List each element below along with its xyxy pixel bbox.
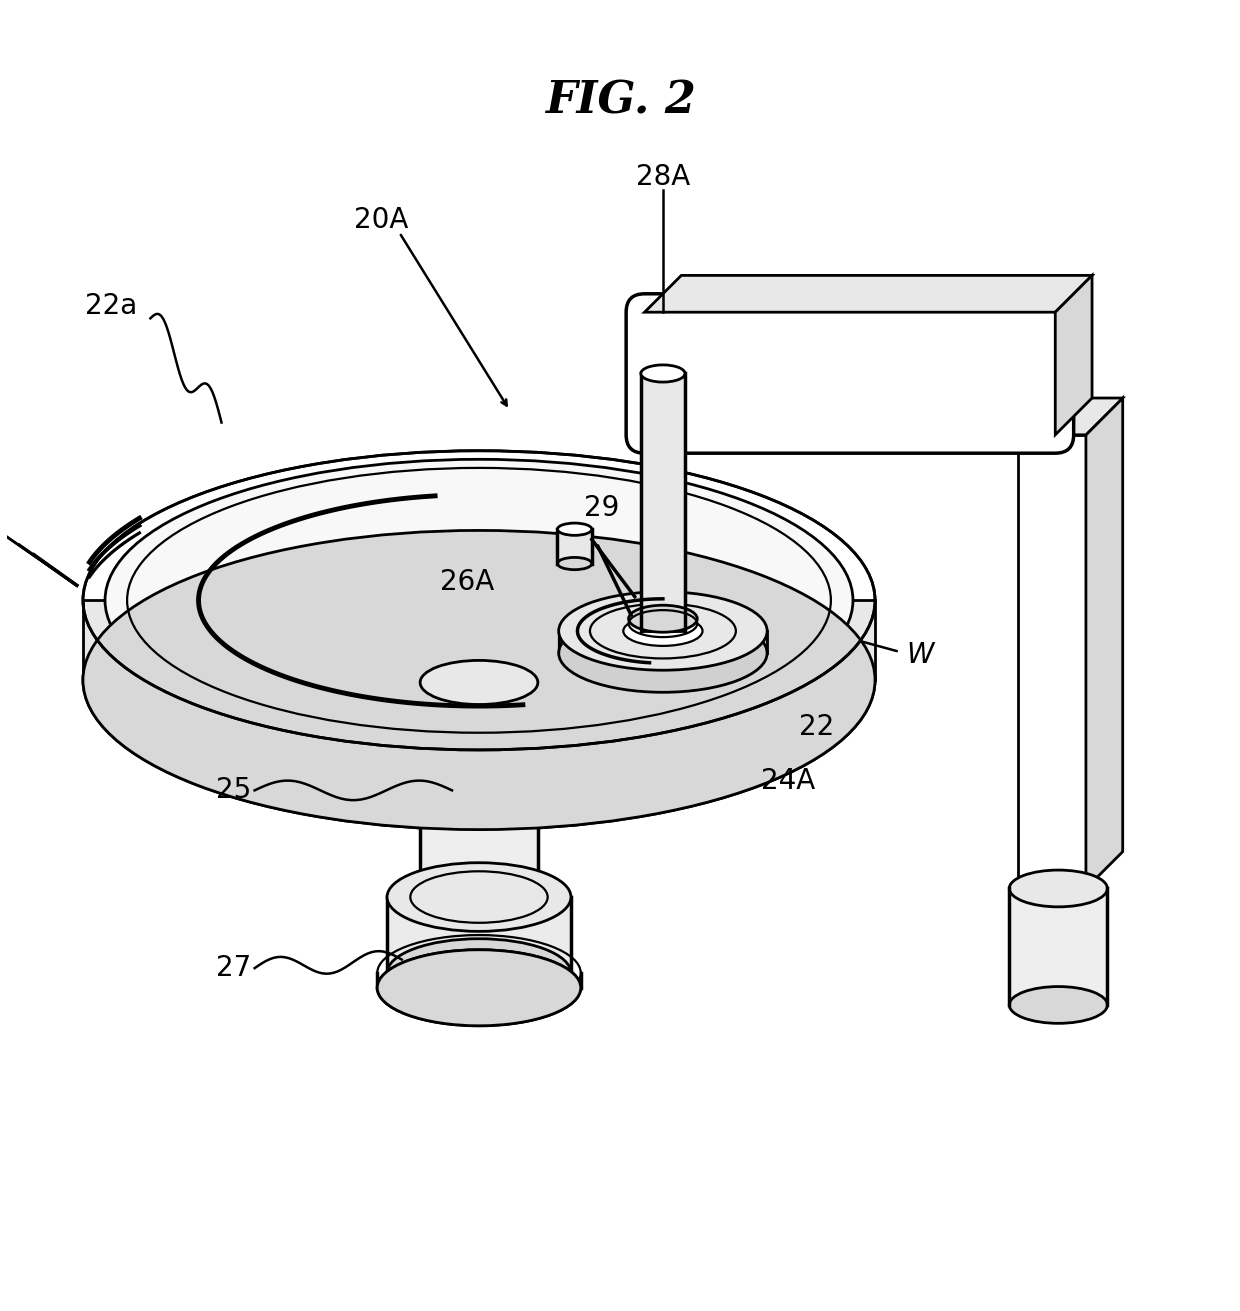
Polygon shape: [420, 683, 538, 897]
Polygon shape: [558, 530, 591, 564]
Ellipse shape: [387, 939, 570, 1007]
Ellipse shape: [1009, 987, 1107, 1024]
Ellipse shape: [105, 459, 853, 741]
Text: 22a: 22a: [86, 292, 138, 320]
Polygon shape: [1086, 399, 1122, 889]
Ellipse shape: [83, 531, 875, 830]
Polygon shape: [1055, 275, 1092, 435]
Ellipse shape: [559, 591, 768, 670]
Ellipse shape: [624, 616, 703, 646]
Text: 25: 25: [216, 776, 252, 805]
Text: W: W: [906, 641, 934, 670]
Text: 20A: 20A: [353, 206, 408, 235]
Text: 22: 22: [799, 713, 833, 741]
Polygon shape: [1018, 399, 1122, 435]
Text: FIG. 2: FIG. 2: [544, 79, 696, 122]
Polygon shape: [83, 600, 875, 680]
Ellipse shape: [128, 532, 831, 797]
Text: 27: 27: [216, 954, 252, 982]
Text: 28A: 28A: [636, 164, 689, 191]
Polygon shape: [641, 374, 684, 631]
Polygon shape: [128, 600, 831, 665]
Ellipse shape: [420, 661, 538, 704]
Ellipse shape: [377, 949, 580, 1025]
Ellipse shape: [1009, 871, 1107, 907]
FancyBboxPatch shape: [626, 294, 1074, 454]
Ellipse shape: [629, 606, 697, 632]
Ellipse shape: [83, 531, 875, 830]
Polygon shape: [1018, 435, 1086, 889]
Ellipse shape: [377, 949, 580, 1025]
Ellipse shape: [558, 523, 591, 535]
Ellipse shape: [641, 364, 684, 382]
Ellipse shape: [387, 863, 570, 931]
Polygon shape: [645, 275, 1092, 312]
Polygon shape: [645, 312, 1055, 435]
Text: 29: 29: [584, 494, 619, 522]
Polygon shape: [387, 897, 570, 973]
Ellipse shape: [558, 557, 591, 570]
Ellipse shape: [559, 614, 768, 692]
Polygon shape: [559, 631, 768, 653]
Polygon shape: [1009, 889, 1107, 1006]
Text: 24A: 24A: [761, 767, 815, 794]
Text: 26A: 26A: [440, 568, 494, 597]
